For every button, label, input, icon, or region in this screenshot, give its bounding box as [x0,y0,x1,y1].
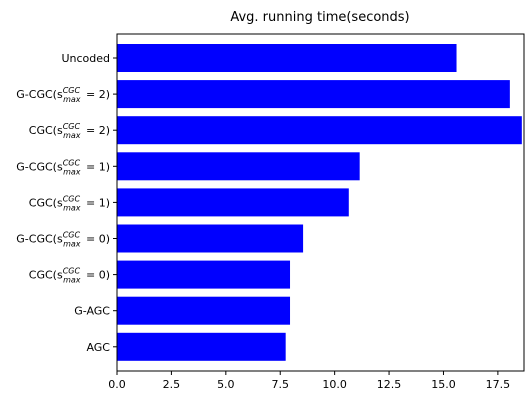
x-tick-label: 15.0 [431,378,456,391]
bars-group [117,44,522,361]
x-tick-label: 12.5 [377,378,402,391]
bar [117,116,522,145]
y-tick-label: G-CGC(sCGC max = 0) [16,231,110,249]
x-tick-label: 2.5 [163,378,181,391]
y-tick-label: G-AGC [74,305,110,318]
y-tick-label: Uncoded [61,52,110,65]
x-ticks: 0.0 2.5 5.0 7.5 10.0 12.5 15.0 17.5 [108,371,510,391]
y-tick-label: G-CGC(sCGC max = 2) [16,86,110,104]
y-tick-label: AGC [86,341,110,354]
y-tick-label: CGC(sCGC max = 2) [29,122,110,140]
chart-title: Avg. running time(seconds) [230,10,409,25]
bar [117,332,286,361]
bar [117,188,349,217]
bar [117,260,291,289]
bar [117,224,304,253]
bar [117,152,360,181]
x-tick-label: 0.0 [108,378,126,391]
x-tick-label: 17.5 [486,378,511,391]
bar [117,296,291,325]
bar [117,44,457,72]
plot-frame [116,33,525,372]
y-tick-labels: Uncoded G-CGC(sCGC max = 2) CGC(sCGC max = 2… [16,52,117,354]
x-tick-label: 7.5 [271,378,289,391]
y-tick-label: CGC(sCGC max = 1) [29,194,110,212]
x-tick-label: 5.0 [217,378,235,391]
x-tick-label: 10.0 [322,378,347,391]
y-tick-label: CGC(sCGC max = 0) [29,267,110,285]
bar [117,80,510,109]
y-tick-label: G-CGC(sCGC max = 1) [16,158,110,176]
